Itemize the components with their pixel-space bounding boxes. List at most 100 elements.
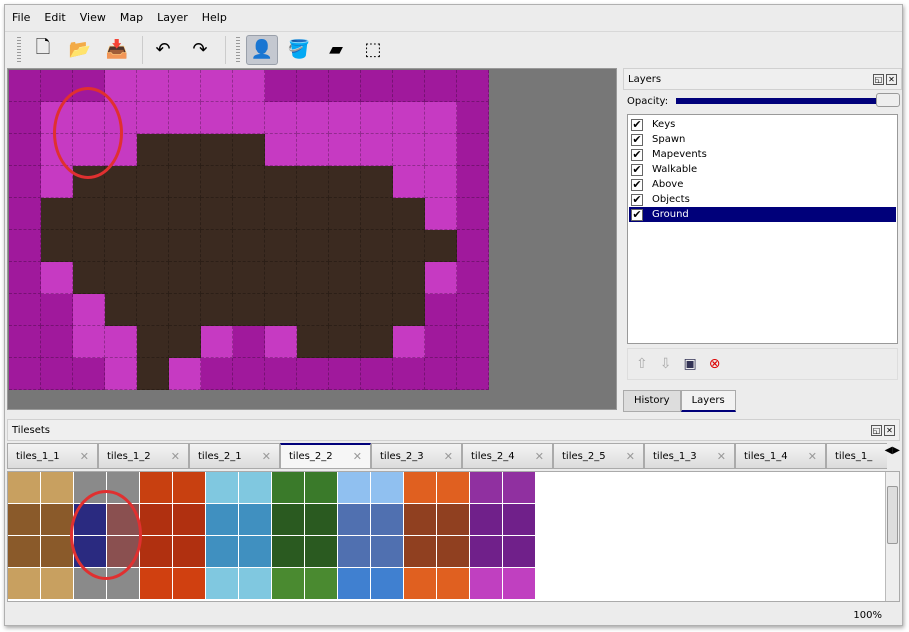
- map-tile[interactable]: [201, 102, 233, 134]
- map-tile[interactable]: [457, 102, 489, 134]
- map-tile[interactable]: [457, 198, 489, 230]
- close-tab-icon[interactable]: ✕: [79, 449, 89, 463]
- tileset-tile[interactable]: [239, 472, 272, 504]
- map-tile[interactable]: [169, 166, 201, 198]
- tileset-tile[interactable]: [206, 472, 239, 504]
- tileset-tile[interactable]: [206, 568, 239, 600]
- tileset-tile[interactable]: [239, 568, 272, 600]
- toolbar-grip[interactable]: [236, 36, 240, 63]
- map-tile[interactable]: [329, 326, 361, 358]
- map-tile[interactable]: [265, 198, 297, 230]
- map-tile[interactable]: [233, 102, 265, 134]
- toolbar-grip[interactable]: [17, 36, 21, 63]
- map-tile[interactable]: [233, 166, 265, 198]
- map-tile[interactable]: [137, 198, 169, 230]
- tile-map[interactable]: [9, 70, 489, 390]
- map-tile[interactable]: [41, 262, 73, 294]
- map-tile[interactable]: [457, 262, 489, 294]
- map-tile[interactable]: [361, 358, 393, 390]
- tileset-tile[interactable]: [206, 504, 239, 536]
- map-tile[interactable]: [9, 262, 41, 294]
- map-tile[interactable]: [233, 70, 265, 102]
- map-tile[interactable]: [137, 70, 169, 102]
- tileset-tab[interactable]: tiles_1_2 ✕: [98, 443, 189, 469]
- map-tile[interactable]: [137, 102, 169, 134]
- layer-item[interactable]: ✔ Keys: [629, 117, 896, 132]
- layer-visibility-checkbox[interactable]: ✔: [631, 147, 643, 161]
- tileset-tile[interactable]: [173, 568, 206, 600]
- map-tile[interactable]: [329, 262, 361, 294]
- map-tile[interactable]: [457, 230, 489, 262]
- map-tile[interactable]: [393, 198, 425, 230]
- map-tile[interactable]: [201, 230, 233, 262]
- close-tab-icon[interactable]: ✕: [807, 449, 817, 463]
- tab-history[interactable]: History: [623, 390, 681, 412]
- tileset-tile[interactable]: [470, 568, 503, 600]
- map-tile[interactable]: [393, 70, 425, 102]
- map-tile[interactable]: [457, 70, 489, 102]
- tileset-tile[interactable]: [470, 504, 503, 536]
- map-tile[interactable]: [105, 262, 137, 294]
- new-button[interactable]: 🗋: [27, 35, 59, 65]
- map-tile[interactable]: [201, 198, 233, 230]
- map-tile[interactable]: [201, 326, 233, 358]
- tileset-tile[interactable]: [272, 568, 305, 600]
- map-tile[interactable]: [457, 166, 489, 198]
- tileset-tab[interactable]: tiles_2_2 ✕: [280, 443, 371, 469]
- layer-visibility-checkbox[interactable]: ✔: [631, 207, 643, 221]
- close-tab-icon[interactable]: ✕: [443, 449, 453, 463]
- tileset-tab[interactable]: tiles_1_1 ✕: [7, 443, 98, 469]
- map-tile[interactable]: [41, 198, 73, 230]
- tileset-tab[interactable]: tiles_2_4 ✕: [462, 443, 553, 469]
- map-tile[interactable]: [393, 294, 425, 326]
- menu-layer[interactable]: Layer: [157, 11, 188, 24]
- map-tile[interactable]: [169, 358, 201, 390]
- tileset-tile[interactable]: [140, 568, 173, 600]
- tileset-tile[interactable]: [371, 536, 404, 568]
- map-tile[interactable]: [265, 326, 297, 358]
- tileset-tile[interactable]: [305, 568, 338, 600]
- close-tab-icon[interactable]: ✕: [716, 449, 726, 463]
- tileset-tile[interactable]: [437, 504, 470, 536]
- layer-item[interactable]: ✔ Objects: [629, 192, 896, 207]
- map-tile[interactable]: [393, 230, 425, 262]
- map-tile[interactable]: [393, 102, 425, 134]
- map-tile[interactable]: [9, 294, 41, 326]
- map-tile[interactable]: [297, 230, 329, 262]
- tileset-tile[interactable]: [173, 504, 206, 536]
- tileset-tile[interactable]: [140, 472, 173, 504]
- tileset-tile[interactable]: [338, 568, 371, 600]
- layer-item[interactable]: ✔ Ground: [629, 207, 896, 222]
- map-tile[interactable]: [233, 294, 265, 326]
- tileset-tile[interactable]: [305, 472, 338, 504]
- tileset-tab[interactable]: tiles_1_✕: [826, 443, 887, 469]
- map-tile[interactable]: [169, 102, 201, 134]
- tileset-tile[interactable]: [206, 536, 239, 568]
- map-tile[interactable]: [425, 262, 457, 294]
- map-tile[interactable]: [329, 230, 361, 262]
- map-tile[interactable]: [9, 70, 41, 102]
- close-icon[interactable]: ✕: [884, 425, 895, 436]
- tileset-view[interactable]: [7, 471, 900, 602]
- bucket-fill-button[interactable]: 🪣: [283, 35, 315, 65]
- map-tile[interactable]: [233, 198, 265, 230]
- tileset-tile[interactable]: [437, 472, 470, 504]
- map-tile[interactable]: [169, 230, 201, 262]
- map-tile[interactable]: [73, 230, 105, 262]
- map-tile[interactable]: [457, 358, 489, 390]
- map-tile[interactable]: [297, 294, 329, 326]
- open-button[interactable]: 📂: [64, 35, 96, 65]
- map-tile[interactable]: [329, 134, 361, 166]
- tileset-tile[interactable]: [272, 504, 305, 536]
- map-tile[interactable]: [457, 326, 489, 358]
- close-tab-icon[interactable]: ✕: [534, 449, 544, 463]
- tileset-tile[interactable]: [173, 536, 206, 568]
- map-view[interactable]: [7, 68, 617, 410]
- vertical-scrollbar[interactable]: [885, 472, 899, 601]
- map-tile[interactable]: [73, 358, 105, 390]
- menu-map[interactable]: Map: [119, 11, 144, 24]
- map-tile[interactable]: [233, 262, 265, 294]
- map-tile[interactable]: [297, 166, 329, 198]
- map-tile[interactable]: [265, 166, 297, 198]
- map-tile[interactable]: [329, 166, 361, 198]
